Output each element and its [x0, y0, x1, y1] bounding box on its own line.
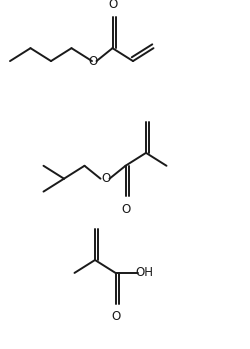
Text: OH: OH: [136, 266, 154, 280]
Text: O: O: [121, 203, 130, 216]
Text: O: O: [111, 310, 120, 323]
Text: O: O: [101, 172, 110, 185]
Text: O: O: [108, 0, 117, 11]
Text: O: O: [88, 54, 98, 68]
